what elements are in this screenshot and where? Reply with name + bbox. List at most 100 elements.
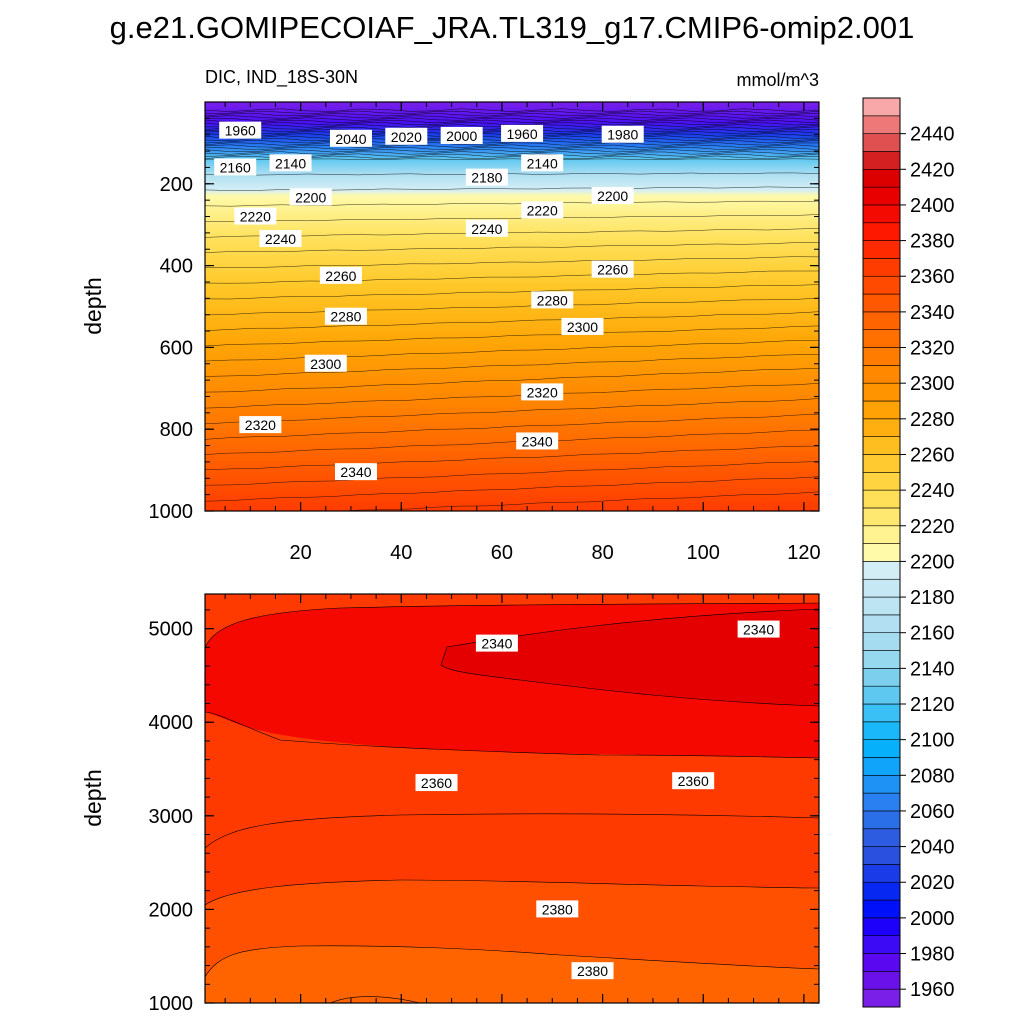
colorbar-label: 2060 [910, 801, 955, 823]
contour-label-2140: 2140 [269, 154, 312, 172]
svg-text:2380: 2380 [542, 901, 573, 917]
upper-xtick-label: 60 [491, 542, 513, 564]
colorbar-label: 2080 [910, 765, 955, 787]
colorbar-swatch [862, 365, 901, 384]
colorbar-swatch [862, 382, 901, 402]
svg-text:2200: 2200 [597, 188, 628, 204]
contour-label-2000: 2000 [440, 126, 483, 144]
svg-text:2200: 2200 [295, 189, 326, 205]
svg-text:2140: 2140 [275, 155, 306, 171]
upper-contour-line [205, 242, 819, 253]
contour-label-2320: 2320 [521, 383, 564, 401]
colorbar-swatch [862, 436, 901, 455]
colorbar-label: 2160 [910, 623, 955, 645]
svg-text:2260: 2260 [325, 268, 356, 284]
upper-contour-line [205, 117, 819, 121]
colorbar-swatch [862, 650, 901, 669]
svg-text:2300: 2300 [567, 319, 598, 335]
colorbar-swatch [862, 275, 901, 295]
upper-contour-line [205, 119, 819, 124]
svg-text:1960: 1960 [225, 123, 256, 139]
colorbar-label: 2020 [910, 872, 955, 894]
contour-label-2220: 2220 [521, 201, 564, 219]
colorbar-swatch [862, 543, 901, 562]
colorbar-swatch [862, 614, 901, 634]
contour-label-2300: 2300 [304, 354, 347, 372]
contour-label-1960: 1960 [501, 124, 544, 142]
svg-text:2240: 2240 [471, 221, 502, 237]
upper-contour-line [205, 398, 819, 425]
contour-label-2340: 2340 [516, 432, 559, 450]
upper-ytick-label: 800 [160, 419, 193, 441]
upper-contour-line [205, 214, 819, 223]
upper-contour-line [205, 172, 819, 176]
colorbar-label: 2040 [910, 837, 955, 859]
colorbar-swatch [862, 400, 901, 420]
colorbar-swatch [862, 418, 901, 437]
svg-text:2340: 2340 [743, 622, 774, 638]
units-label: mmol/m^3 [737, 70, 819, 90]
upper-contour-line [205, 354, 819, 377]
svg-text:2360: 2360 [678, 773, 709, 789]
svg-text:2160: 2160 [220, 159, 251, 175]
lower-ytick-label: 1000 [149, 993, 194, 1015]
lower-x-ticks [224, 594, 805, 1003]
colorbar-swatch [862, 917, 901, 937]
colorbar-swatch [862, 489, 901, 509]
contour-label-2340: 2340 [334, 463, 377, 481]
colorbar-swatch [862, 739, 901, 758]
upper-contour-line [205, 429, 819, 455]
colorbar-label: 1980 [910, 944, 955, 966]
colorbar-swatch [862, 329, 901, 348]
contour-label-1980: 1980 [601, 125, 644, 143]
colorbar-swatch [862, 97, 901, 117]
contour-label-2200: 2200 [289, 188, 332, 206]
colorbar-swatch [862, 293, 901, 313]
upper-contour-line [205, 112, 819, 117]
upper-contour-line [205, 108, 819, 112]
contour-label-1960: 1960 [219, 121, 262, 139]
colorbar-swatch [862, 222, 901, 241]
contour-label-2320: 2320 [239, 416, 282, 434]
contour-label-2340: 2340 [737, 620, 780, 638]
colorbar-label: 2400 [910, 195, 955, 217]
colorbar-label: 2380 [910, 231, 955, 253]
colorbar-label: 2260 [910, 444, 955, 466]
svg-text:2280: 2280 [537, 292, 568, 308]
upper-contour-line [205, 325, 819, 347]
upper-ytick-label: 400 [160, 256, 193, 278]
contour-label-2340: 2340 [475, 634, 518, 652]
figure-title: g.e21.GOMIPECOIAF_JRA.TL319_g17.CMIP6-om… [110, 10, 915, 45]
contour-label-2240: 2240 [259, 230, 302, 248]
svg-text:2000: 2000 [446, 128, 477, 144]
upper-contour-line [205, 228, 819, 238]
svg-text:2220: 2220 [240, 209, 271, 225]
upper-xtick-label: 100 [687, 542, 720, 564]
colorbar-swatch [862, 810, 901, 830]
colorbar-label: 2280 [910, 409, 955, 431]
colorbar-swatch [862, 168, 901, 188]
colorbar-swatch [862, 774, 901, 794]
colorbar-swatch [862, 899, 901, 919]
upper-contour-line [205, 110, 819, 115]
colorbar-swatch [862, 525, 901, 544]
colorbar-label: 2440 [910, 124, 955, 146]
colorbar-swatch [862, 632, 901, 651]
contour-label-2360: 2360 [415, 774, 458, 792]
upper-contour-line [338, 491, 819, 511]
colorbar-swatch [862, 703, 901, 723]
svg-text:2320: 2320 [245, 417, 276, 433]
panel-lower: 2380 2380 2360 2360 2340 2340 1000 2000 3000 400… [80, 593, 820, 1015]
contour-label-2160: 2160 [214, 158, 257, 176]
upper-xtick-label: 120 [787, 542, 820, 564]
svg-text:2340: 2340 [481, 636, 512, 652]
colorbar-label: 2340 [910, 302, 955, 324]
svg-text:2260: 2260 [597, 262, 628, 278]
svg-text:2140: 2140 [527, 155, 558, 171]
svg-text:2180: 2180 [471, 170, 502, 186]
svg-text:1960: 1960 [506, 126, 537, 142]
colorbar-swatch [862, 864, 901, 883]
colorbar-label: 2000 [910, 908, 955, 930]
contour-label-2140: 2140 [521, 154, 564, 172]
